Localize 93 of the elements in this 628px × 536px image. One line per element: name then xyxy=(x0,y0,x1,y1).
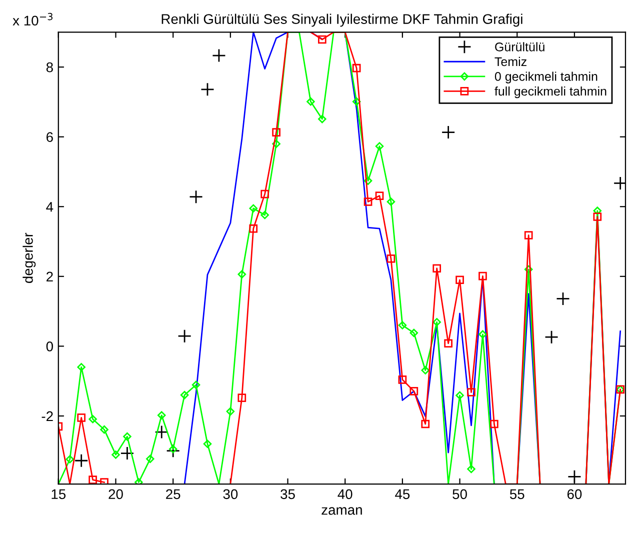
point xyxy=(120,446,134,460)
point xyxy=(249,204,258,212)
x-tick-label: 55 xyxy=(510,489,524,500)
x-tick-label: 60 xyxy=(567,489,582,500)
point xyxy=(306,97,315,106)
point xyxy=(272,128,280,136)
legend-label: full gecikmeli tahmin xyxy=(494,86,606,98)
point xyxy=(88,476,97,484)
point xyxy=(238,270,246,278)
point xyxy=(441,125,456,140)
point xyxy=(410,387,418,396)
point xyxy=(364,198,372,206)
point xyxy=(134,478,143,484)
x-tick-label: 45 xyxy=(395,489,410,500)
y-tick-label: 0 xyxy=(46,342,53,352)
x-tick-label: 15 xyxy=(52,489,66,500)
y-tick-label: 2 xyxy=(46,272,53,282)
point xyxy=(421,420,430,428)
x-tick-label: 30 xyxy=(223,489,238,500)
point xyxy=(100,425,108,434)
y-tick-label: 6 xyxy=(46,132,53,142)
point xyxy=(66,455,74,464)
point xyxy=(364,176,372,185)
legend-label: Temiz xyxy=(494,56,526,66)
point xyxy=(200,82,214,96)
point xyxy=(157,411,166,420)
point xyxy=(178,329,192,344)
point xyxy=(375,192,384,200)
point xyxy=(352,64,361,72)
legend-label: 0 gecikmeli tahmin xyxy=(494,72,598,84)
point xyxy=(146,454,154,464)
point xyxy=(524,231,533,240)
point xyxy=(352,97,361,106)
point xyxy=(524,265,533,274)
point xyxy=(375,142,384,150)
point xyxy=(77,362,86,372)
point xyxy=(432,318,441,326)
point xyxy=(398,321,407,330)
chart-title: Renkli Gürültülü Ses Sinyali Iyilestirme DKF Tahmin Grafigi xyxy=(162,14,522,27)
point xyxy=(544,330,558,344)
point xyxy=(123,432,132,441)
point xyxy=(432,264,442,273)
y-axis-title: degerler xyxy=(22,232,36,283)
point xyxy=(260,190,269,198)
point xyxy=(74,454,88,468)
point xyxy=(478,272,487,280)
point xyxy=(467,464,476,474)
y-tick-label: 8 xyxy=(46,62,53,72)
point xyxy=(112,450,120,459)
point xyxy=(192,380,200,390)
point xyxy=(467,388,476,396)
point xyxy=(410,328,418,338)
point xyxy=(166,444,180,458)
point xyxy=(490,420,498,428)
point xyxy=(386,254,396,263)
point xyxy=(238,394,246,402)
x-tick-label: 50 xyxy=(452,489,467,500)
point xyxy=(398,376,407,384)
y-tick-label: 4 xyxy=(46,202,54,212)
point xyxy=(203,440,212,448)
x-tick-label: 25 xyxy=(166,489,180,500)
point xyxy=(478,330,487,338)
point xyxy=(272,140,280,148)
y-tick-label: -2 xyxy=(42,411,53,421)
point xyxy=(456,391,464,400)
point xyxy=(456,276,464,284)
point xyxy=(260,210,269,220)
point xyxy=(154,425,169,439)
point xyxy=(318,35,326,44)
point xyxy=(593,206,602,215)
point xyxy=(444,339,452,348)
point xyxy=(568,470,582,484)
legend-label: Gürültülü xyxy=(495,42,544,52)
x-tick-label: 40 xyxy=(338,489,352,500)
point xyxy=(556,292,570,306)
x-axis-title: zaman xyxy=(322,507,362,515)
point xyxy=(77,414,86,422)
point xyxy=(386,198,396,206)
point xyxy=(212,48,226,62)
point xyxy=(318,114,326,124)
point xyxy=(88,414,97,424)
point xyxy=(421,366,430,374)
point xyxy=(100,478,108,484)
text: x 10$^{−3}$ xyxy=(12,12,52,26)
point xyxy=(180,390,189,400)
point xyxy=(249,224,258,233)
x-tick-label: 20 xyxy=(108,489,123,500)
point xyxy=(593,212,602,221)
point xyxy=(613,176,626,190)
point xyxy=(226,407,235,416)
point xyxy=(189,190,203,204)
x-tick-label: 35 xyxy=(280,489,295,500)
point xyxy=(168,444,178,454)
